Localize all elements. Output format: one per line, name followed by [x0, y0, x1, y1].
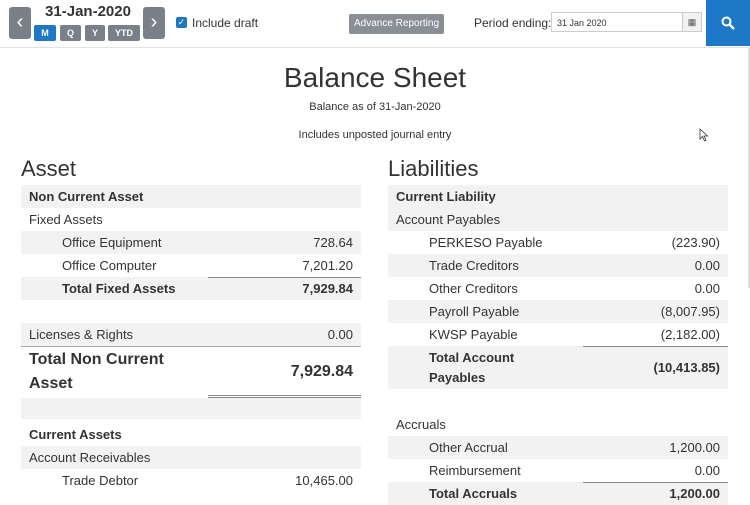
asset-heading: Asset [21, 156, 77, 181]
total-row: Total Fixed Assets 7,929.84 [21, 277, 361, 300]
period-year-button[interactable]: Y [85, 25, 105, 41]
period-quarter-button[interactable]: Q [60, 25, 81, 41]
period-ending-input[interactable] [552, 14, 677, 32]
report-title: Balance Sheet [283, 62, 467, 93]
group-account-payables: Account Payables [388, 208, 728, 231]
spacer [21, 300, 361, 323]
previous-period-button[interactable]: ‹ [9, 7, 31, 39]
include-draft-checkbox[interactable]: ✓ [176, 17, 187, 28]
chevron-left-icon: ‹ [16, 11, 24, 33]
section-current-assets: Current Assets [29, 427, 122, 442]
section-current-liability: Current Liability [388, 185, 728, 208]
chevron-right-icon: › [150, 11, 158, 33]
account-row[interactable]: Licenses & Rights 0.00 [21, 323, 361, 346]
report-subtitle: Balance as of 31-Jan-2020 [309, 101, 441, 113]
account-row[interactable]: Other Accrual 1,200.00 [388, 436, 728, 459]
account-row[interactable]: Other Creditors 0.00 [429, 281, 720, 296]
account-row[interactable]: KWSP Payable (2,182.00) [429, 327, 720, 342]
report-note: Includes unposted journal entry [298, 129, 452, 141]
search-button[interactable] [706, 0, 750, 46]
account-row[interactable]: Trade Creditors 0.00 [388, 254, 728, 277]
include-draft-label: Include draft [192, 16, 259, 30]
advance-reporting-button[interactable]: Advance Reporting [349, 14, 444, 34]
period-ending-field[interactable]: ▦ [551, 12, 702, 32]
period-month-button[interactable]: M [34, 25, 56, 41]
current-date: 31-Jan-2020 [45, 3, 131, 20]
scrollbar[interactable] [748, 48, 750, 288]
total-row: Total Account Payables (10,413.85) [388, 346, 728, 389]
group-account-receivables: Account Receivables [21, 446, 361, 469]
liabilities-column: Liabilities Current Liability Account Pa… [388, 155, 728, 505]
toolbar: ‹ 31-Jan-2020 M Q Y YTD › ✓ Include draf… [0, 0, 750, 48]
total-row: Total Accruals 1,200.00 [388, 482, 728, 505]
grand-total-row: Total Non Current Asset 7,929.84 [21, 346, 361, 398]
account-row[interactable]: Payroll Payable (8,007.95) [388, 300, 728, 323]
asset-column: Asset Non Current Asset Fixed Assets Off… [21, 155, 361, 492]
next-period-button[interactable]: › [143, 7, 165, 39]
period-ytd-button[interactable]: YTD [108, 25, 140, 41]
spacer [388, 389, 728, 413]
account-row[interactable]: Office Equipment 728.64 [21, 231, 361, 254]
mouse-pointer-icon [699, 128, 709, 142]
section-non-current-asset: Non Current Asset [21, 185, 361, 208]
spacer [21, 398, 361, 419]
liabilities-heading: Liabilities [388, 156, 479, 181]
calendar-icon[interactable]: ▦ [682, 13, 701, 31]
account-row[interactable]: PERKESO Payable (223.90) [388, 231, 728, 254]
group-fixed-assets: Fixed Assets [29, 212, 103, 227]
search-icon [721, 16, 735, 30]
account-row[interactable]: Office Computer 7,201.20 [62, 258, 353, 273]
account-row[interactable]: Reimbursement 0.00 [429, 463, 720, 478]
group-accruals: Accruals [396, 417, 446, 432]
account-row[interactable]: Trade Debtor 10,465.00 [62, 473, 353, 488]
period-ending-label: Period ending: [474, 16, 552, 30]
